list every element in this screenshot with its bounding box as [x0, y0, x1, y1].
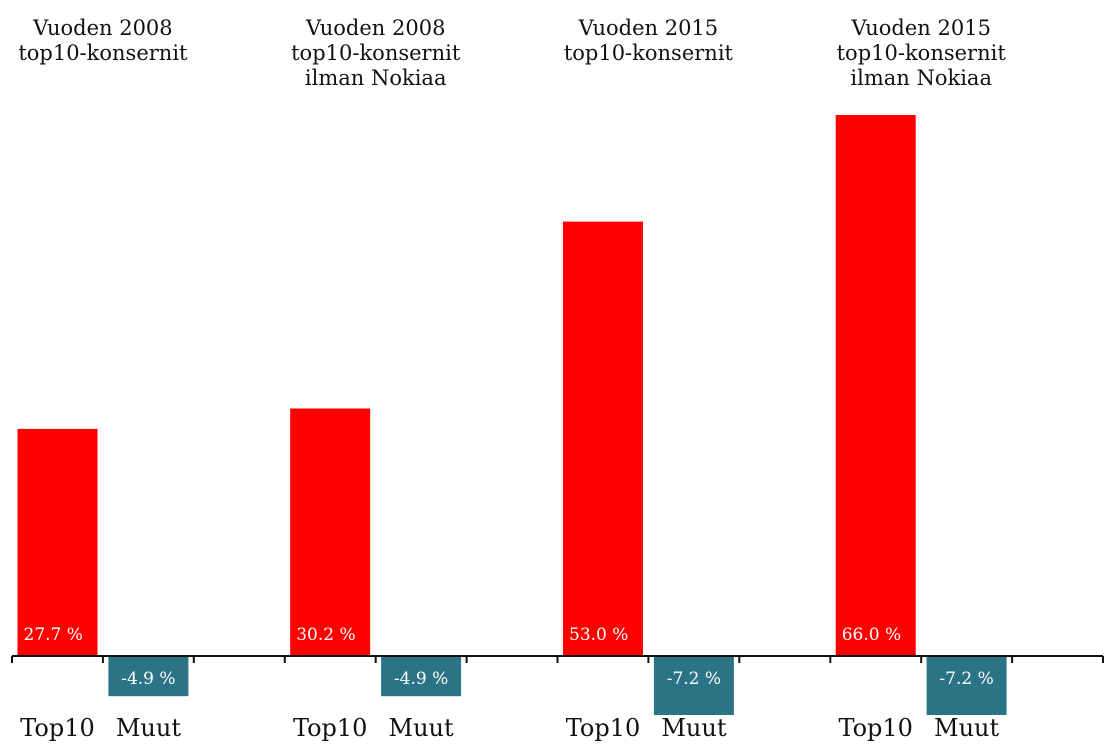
value-label-muut-4: -7.2 %	[939, 669, 993, 689]
group-title-line: top10-konsernit	[564, 41, 734, 65]
category-label-top10-1: Top10	[20, 714, 95, 742]
value-labels: 27.7 % -4.9 % 30.2 % -4.9 % 53.0 % -7.2 % 66.0…	[24, 625, 994, 689]
group-title-line: top10-konsernit	[837, 41, 1007, 65]
value-label-top10-2: 30.2 %	[296, 625, 355, 645]
bar-muut-1	[108, 656, 189, 697]
category-label-top10-2: Top10	[293, 714, 368, 742]
group-title-line: Vuoden 2008	[305, 16, 446, 40]
value-label-muut-1: -4.9 %	[121, 669, 175, 689]
bar-top10-3	[563, 221, 643, 656]
value-label-muut-3: -7.2 %	[667, 669, 721, 689]
category-label-muut-1: Muut	[116, 714, 181, 742]
category-labels: Top10 Muut Top10 Muut Top10 Muut Top10 Muut	[20, 714, 999, 742]
bar-top10-2	[290, 408, 371, 656]
group-title-line: top10-konsernit	[18, 41, 188, 65]
group-title-line: top10-konsernit	[291, 41, 461, 65]
category-label-muut-3: Muut	[661, 714, 726, 742]
group-title-line: Vuoden 2008	[32, 16, 173, 40]
bar-muut-4	[926, 656, 1007, 715]
category-label-muut-2: Muut	[389, 714, 454, 742]
value-label-top10-4: 66.0 %	[842, 625, 901, 645]
bar-muut-2	[381, 656, 462, 697]
group-title-line: Vuoden 2015	[850, 16, 991, 40]
group-title-line: ilman Nokiaa	[850, 66, 992, 90]
category-label-muut-4: Muut	[934, 714, 999, 742]
group-title-1: Vuoden 2008 top10-konsernit	[18, 16, 188, 65]
group-title-line: ilman Nokiaa	[305, 66, 447, 90]
group-title-3: Vuoden 2015 top10-konsernit	[564, 16, 734, 65]
category-label-top10-3: Top10	[566, 714, 641, 742]
group-title-line: Vuoden 2015	[578, 16, 719, 40]
bar-top10-4	[835, 115, 916, 656]
value-label-muut-2: -4.9 %	[394, 669, 448, 689]
group-title-4: Vuoden 2015 top10-konsernit ilman Nokiaa	[837, 16, 1007, 90]
x-axis	[11, 655, 1104, 663]
group-title-2: Vuoden 2008 top10-konsernit ilman Nokiaa	[291, 16, 461, 90]
bar-muut-3	[653, 656, 734, 715]
value-label-top10-1: 27.7 %	[24, 625, 83, 645]
value-label-top10-3: 53.0 %	[569, 625, 628, 645]
category-label-top10-4: Top10	[838, 714, 913, 742]
bar-top10-1	[17, 428, 98, 656]
bars-layer	[17, 115, 1007, 715]
